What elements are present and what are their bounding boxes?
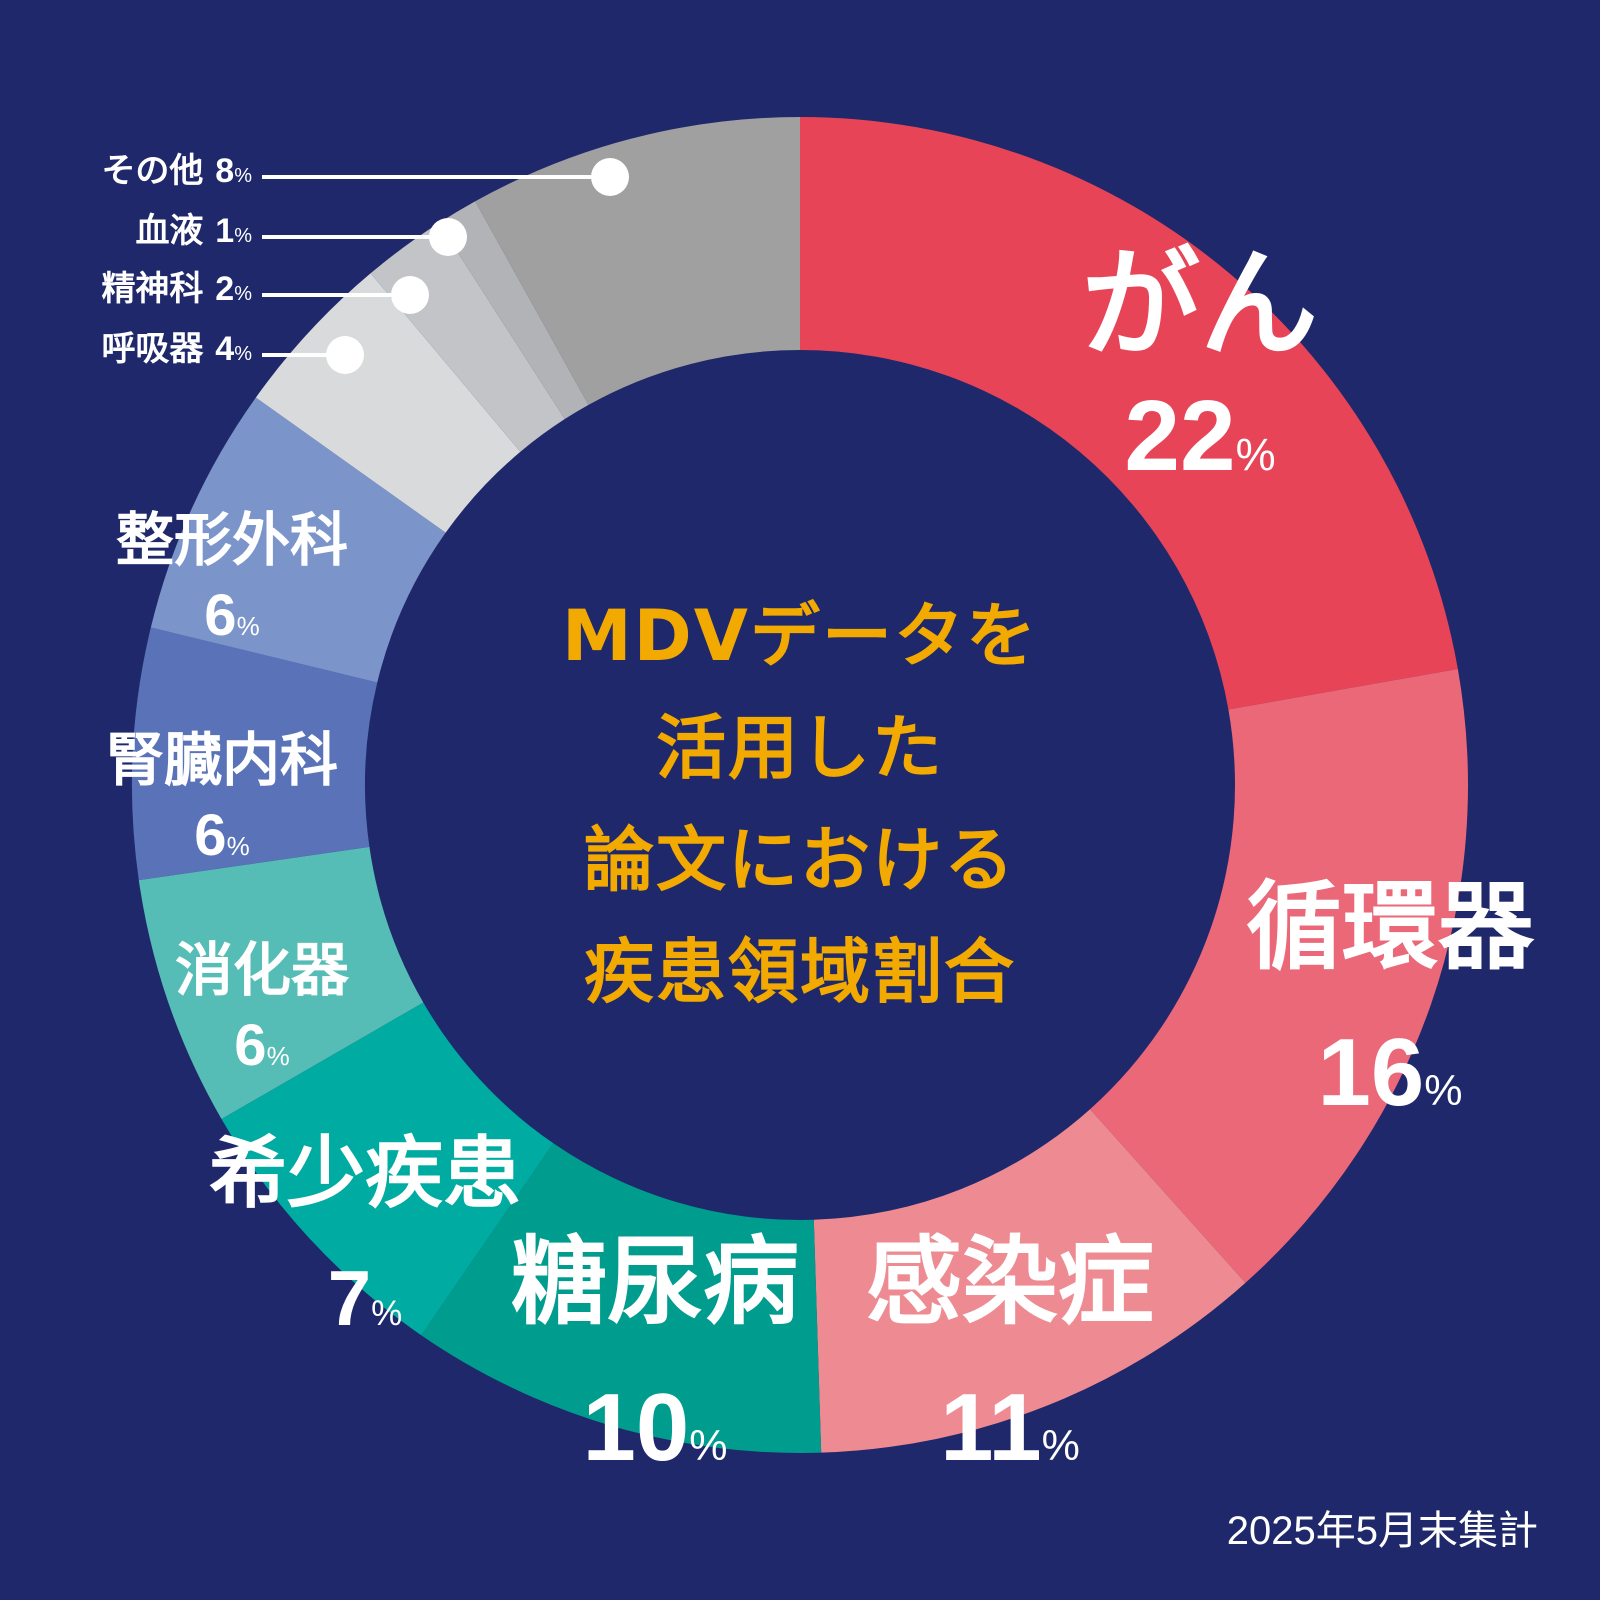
slice [813, 1109, 1246, 1453]
slice-callout-label: 血液 1% [135, 211, 252, 251]
slice-label: 循環器 [1246, 871, 1535, 983]
slice-label: 感染症 [866, 1226, 1154, 1338]
slice-value-label: 6% [234, 1013, 289, 1078]
slice-value-label: 7% [328, 1254, 403, 1342]
slice-value-label: 6% [194, 803, 249, 868]
slice-callout-label: 呼吸器 4% [101, 329, 252, 369]
callout-dot [391, 276, 429, 314]
center-title-line: 疾患領域割合 [584, 931, 1016, 1013]
center-title: MDVデータを 活用した 論文における 疾患領域割合 [500, 580, 1100, 1028]
center-title-line: 活用した [656, 707, 944, 789]
slice [221, 1002, 554, 1336]
slice [1090, 669, 1468, 1283]
callout-dot [591, 158, 629, 196]
slice-value-label: 6% [204, 583, 259, 648]
slice [800, 117, 1458, 710]
slice [150, 397, 446, 683]
slice-label: がん [1082, 235, 1318, 373]
slice-label: 消化器 [175, 936, 350, 1004]
slice-label: 整形外科 [116, 506, 348, 574]
slice-label: 希少疾患 [209, 1129, 521, 1219]
slice-value-label: 10% [582, 1374, 727, 1481]
slice-value-label: 11% [940, 1374, 1080, 1481]
center-title-line: MDVデータを [562, 595, 1038, 677]
slice-value-label: 22% [1124, 380, 1275, 492]
slice-callout-label: 精神科 2% [101, 269, 252, 309]
slice [255, 273, 521, 533]
footnote: 2025年5月末集計 [1226, 1509, 1538, 1553]
slice-value-label: 16% [1317, 1019, 1462, 1126]
callout-dot [326, 336, 364, 374]
slice [438, 201, 589, 420]
slice-callout-label: その他 8% [101, 151, 252, 191]
slice [421, 1143, 822, 1454]
slice-label: 腎臓内科 [106, 726, 338, 794]
slice [132, 627, 378, 881]
slice [138, 846, 424, 1119]
center-title-line: 論文における [584, 819, 1016, 901]
slice [475, 117, 800, 405]
slice-label: 糖尿病 [511, 1226, 799, 1338]
callout-dot [429, 218, 467, 256]
